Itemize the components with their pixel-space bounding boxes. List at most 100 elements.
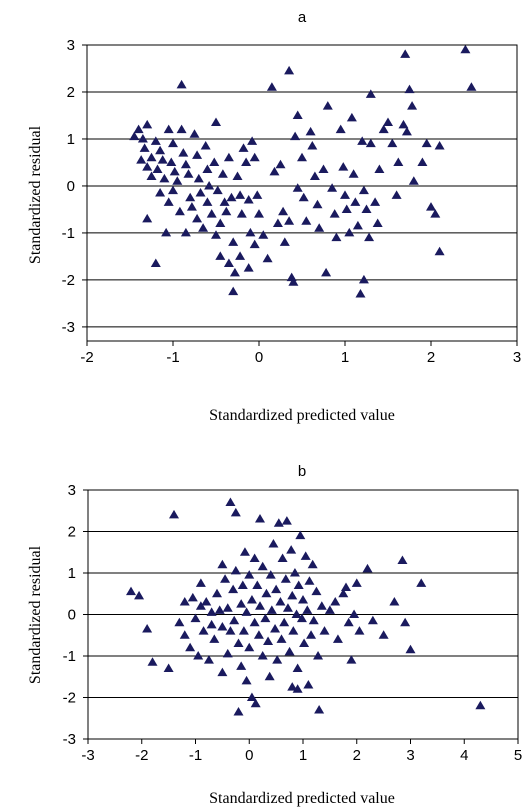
- chart-b-point: [169, 509, 179, 519]
- chart-b-point: [307, 559, 318, 569]
- chart-a-y-tick-label: 3: [67, 37, 75, 54]
- chart-a-point: [157, 155, 168, 164]
- chart-a-point: [284, 216, 295, 225]
- chart-b-x-axis-title: Standardized predicted value: [209, 790, 395, 807]
- chart-a-point: [344, 227, 355, 237]
- chart-a-point: [357, 136, 368, 145]
- chart-b-point: [346, 655, 357, 664]
- chart-a-point: [400, 49, 411, 58]
- chart-b-title: b: [298, 463, 306, 480]
- chart-a-point: [358, 274, 369, 284]
- chart-a-point: [365, 89, 376, 98]
- chart-b-plot-area: [87, 489, 519, 740]
- chart-b-y-tick-label: 1: [68, 565, 76, 582]
- chart-b-point: [233, 707, 244, 716]
- chart-a-point: [426, 202, 436, 211]
- chart-a-point: [150, 136, 161, 145]
- chart-a-point: [269, 166, 280, 176]
- chart-b-point: [241, 607, 252, 616]
- chart-a-point: [161, 227, 172, 237]
- chart-b-point: [378, 630, 389, 639]
- chart-a-point: [142, 119, 153, 129]
- chart-b-point: [397, 555, 408, 565]
- chart-b-point: [217, 621, 228, 631]
- chart-a-point: [421, 138, 432, 148]
- chart-b-y-tick-label: 0: [68, 607, 76, 624]
- chart-a-point: [133, 124, 144, 134]
- chart-a-point: [288, 277, 299, 286]
- chart-b-point: [287, 590, 298, 600]
- chart-a-point: [383, 117, 393, 127]
- chart-b-point: [416, 578, 427, 587]
- chart-a-point: [215, 218, 226, 228]
- chart-a-point: [176, 79, 187, 89]
- chart-a-point: [235, 251, 246, 260]
- chart-a-tick-labels: -3 -2 -1 0 1 2 3 -2 -1 0 1 2 3: [62, 37, 522, 366]
- chart-a-point: [202, 197, 213, 206]
- chart-a-point: [408, 176, 419, 185]
- chart-a-point: [129, 131, 140, 141]
- chart-b-point: [195, 601, 206, 610]
- chart-b-x-tick-label: -1: [189, 747, 202, 764]
- chart-a-point: [338, 162, 349, 171]
- chart-b-point: [362, 563, 373, 573]
- chart-b-point: [238, 626, 249, 635]
- chart-a-point: [243, 263, 254, 272]
- chart-b-point: [244, 642, 255, 652]
- chart-a-x-tick-label: 2: [427, 349, 435, 366]
- chart-a-point: [185, 192, 196, 202]
- chart-a-point: [314, 223, 325, 232]
- chart-b-point: [142, 624, 153, 633]
- chart-a-point: [387, 138, 398, 148]
- chart-b-x-tick-label: 5: [514, 747, 522, 764]
- chart-b-point: [236, 661, 247, 670]
- chart-b-point: [306, 630, 317, 639]
- chart-b-point: [276, 634, 287, 643]
- chart-a-point: [146, 171, 157, 181]
- chart-a-point: [163, 124, 174, 134]
- chart-a-point: [352, 220, 363, 230]
- chart-a-point: [374, 164, 385, 174]
- chart-b-point: [193, 651, 204, 660]
- chart-a-point: [249, 239, 260, 249]
- chart-a-point: [322, 101, 333, 110]
- chart-a-point: [341, 204, 352, 213]
- chart-b-point: [203, 655, 214, 664]
- chart-b-point: [299, 638, 310, 648]
- chart-b-y-tick-label: 3: [68, 482, 76, 499]
- chart-b-point: [230, 507, 241, 517]
- chart-b-point: [264, 671, 275, 681]
- chart-a-point: [180, 159, 191, 169]
- chart-a-point: [292, 183, 303, 192]
- chart-b-point: [324, 605, 335, 614]
- chart-b-point: [270, 624, 281, 633]
- chart-b-point: [126, 586, 136, 596]
- chart-a-point: [262, 253, 273, 263]
- chart-a-point: [178, 148, 189, 157]
- chart-b-point: [255, 514, 265, 523]
- chart-a-point: [219, 197, 230, 206]
- chart-b-point: [230, 565, 241, 575]
- chart-b-point: [236, 599, 247, 608]
- chart-b-point: [250, 698, 261, 708]
- chart-a-point: [321, 267, 332, 277]
- chart-a-point: [241, 157, 252, 166]
- chart-b-point: [303, 680, 314, 689]
- chart-a-point: [209, 157, 220, 166]
- chart-a-point: [312, 199, 323, 209]
- chart-a-point: [258, 230, 269, 239]
- chart-a-x-axis-title: Standardized predicted value: [209, 407, 395, 424]
- chart-b-x-tick-label: 3: [406, 747, 414, 764]
- chart-b-point: [298, 594, 308, 604]
- chart-b-point: [349, 609, 360, 618]
- chart-a-point: [305, 126, 316, 136]
- chart-a-point: [152, 164, 163, 174]
- chart-b-point: [277, 553, 288, 562]
- chart-b-point: [475, 700, 486, 710]
- chart-b-point: [308, 615, 319, 625]
- chart-b-point: [249, 617, 260, 627]
- chart-b-point: [214, 605, 225, 614]
- chart-a-point: [228, 237, 239, 246]
- chart-a-point: [215, 251, 226, 260]
